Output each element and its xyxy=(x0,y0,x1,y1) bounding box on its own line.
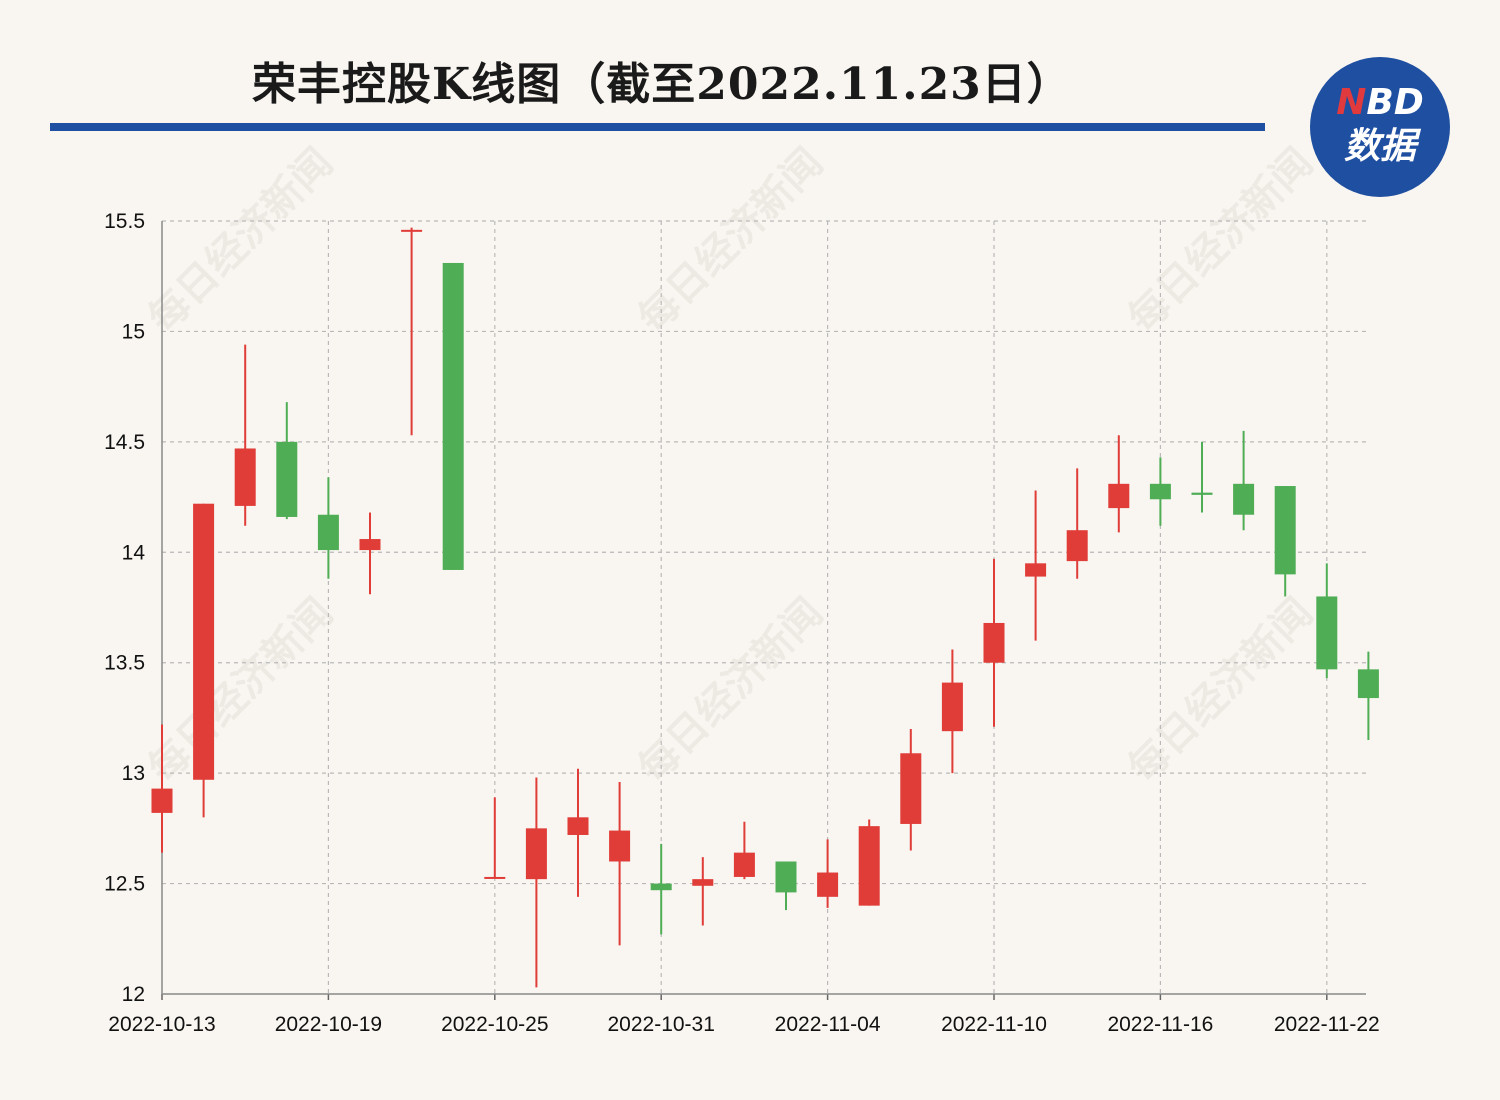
candle-2022-10-13 xyxy=(151,724,173,853)
candle-2022-10-24 xyxy=(442,262,464,570)
x-tick-label: 2022-11-16 xyxy=(1107,1013,1213,1036)
candle-body xyxy=(900,753,922,824)
candle-body xyxy=(858,826,880,906)
y-tick-label: 14.5 xyxy=(104,431,145,454)
watermark-text: 每日经济新闻 xyxy=(1120,590,1322,792)
candle-body xyxy=(276,441,298,517)
y-tick-label: 12.5 xyxy=(104,873,145,896)
candle-2022-10-18 xyxy=(276,402,298,520)
y-tick-label: 14 xyxy=(122,541,146,564)
candle-2022-10-20 xyxy=(359,512,381,595)
candle-body xyxy=(1233,483,1255,515)
candle-2022-10-19 xyxy=(317,477,339,579)
candle-body xyxy=(941,682,963,732)
candle-2022-11-09 xyxy=(941,649,963,774)
candle-body xyxy=(650,883,672,891)
x-tick-label: 2022-11-10 xyxy=(941,1013,1047,1036)
y-tick-label: 13.5 xyxy=(104,652,145,675)
candle-body xyxy=(401,229,423,232)
candle-body xyxy=(1274,486,1296,575)
watermark-text: 每日经济新闻 xyxy=(1120,140,1322,342)
candles-layer xyxy=(151,227,1379,988)
candle-2022-11-07 xyxy=(858,819,880,906)
candle-body xyxy=(234,448,256,506)
candle-body xyxy=(525,828,547,880)
candle-2022-10-21 xyxy=(401,227,423,436)
candle-2022-11-03 xyxy=(775,861,797,911)
candle-2022-10-14 xyxy=(193,503,215,818)
logo-letter-n: N xyxy=(1336,82,1367,123)
candle-2022-10-26 xyxy=(525,777,547,988)
candle-body xyxy=(692,879,714,886)
y-tick-label: 15.5 xyxy=(104,210,145,233)
x-tick-label: 2022-10-19 xyxy=(275,1013,382,1036)
candle-2022-10-28 xyxy=(609,781,631,946)
candle-2022-11-15 xyxy=(1108,435,1130,533)
candle-2022-11-22 xyxy=(1316,563,1338,679)
title-underline xyxy=(50,123,1265,131)
logo-line-1: NBD xyxy=(1310,83,1450,123)
candle-2022-10-25 xyxy=(484,797,506,879)
y-tick-label: 13 xyxy=(122,762,145,785)
candle-2022-10-31 xyxy=(650,843,672,935)
candle-2022-10-17 xyxy=(234,344,256,526)
page-title: 荣丰控股K线图（截至2022.11.23日） xyxy=(252,59,1072,110)
candle-body xyxy=(1066,530,1088,562)
x-tick-label: 2022-11-04 xyxy=(775,1013,881,1036)
y-tick-label: 15 xyxy=(122,320,145,343)
candle-body xyxy=(567,817,589,835)
candle-2022-10-27 xyxy=(567,768,589,897)
candle-body xyxy=(193,503,215,780)
watermark-text: 每日经济新闻 xyxy=(140,140,342,342)
candle-body xyxy=(1191,492,1213,495)
candle-body xyxy=(817,872,839,897)
watermark-text: 每日经济新闻 xyxy=(140,590,342,792)
candle-2022-11-18 xyxy=(1233,430,1255,531)
candle-body xyxy=(1149,483,1171,500)
x-tick-label: 2022-10-13 xyxy=(108,1013,215,1036)
candle-2022-11-04 xyxy=(817,839,839,908)
candle-body xyxy=(1108,483,1130,509)
candle-body xyxy=(609,830,631,862)
nbd-logo: NBD 数据 xyxy=(1310,57,1450,197)
candle-body xyxy=(1316,596,1338,670)
x-tick-label: 2022-10-25 xyxy=(441,1013,548,1036)
candle-2022-11-21 xyxy=(1274,486,1296,597)
candle-body xyxy=(151,788,173,813)
candle-body xyxy=(733,852,755,877)
candle-body xyxy=(359,539,381,551)
axes-layer: 12 12.5 13 13.5 14 14.5 15 15.5 2022-10-13 2022-1… xyxy=(104,210,1380,1036)
watermark-text: 每日经济新闻 xyxy=(630,590,832,792)
candle-2022-11-01 xyxy=(692,857,714,926)
candle-body xyxy=(1357,669,1379,699)
watermark-text: 每日经济新闻 xyxy=(630,140,832,342)
y-tick-label: 12 xyxy=(122,983,145,1006)
x-tick-label: 2022-10-31 xyxy=(607,1013,714,1036)
logo-letters-bd: BD xyxy=(1366,82,1424,123)
x-tick-label: 2022-11-22 xyxy=(1274,1013,1380,1036)
candle-2022-11-16 xyxy=(1149,457,1171,526)
candle-body xyxy=(775,861,797,893)
grid-layer xyxy=(162,220,1366,994)
candle-body xyxy=(484,876,506,879)
candle-body xyxy=(442,262,464,570)
candle-2022-11-11 xyxy=(1025,490,1047,641)
candle-2022-11-23 xyxy=(1357,651,1379,741)
candle-body xyxy=(317,514,339,551)
candle-2022-11-17 xyxy=(1191,441,1213,513)
logo-line-2: 数据 xyxy=(1343,126,1416,167)
candle-body xyxy=(983,622,1005,663)
candle-2022-11-10 xyxy=(983,558,1005,727)
candle-2022-11-08 xyxy=(900,728,922,851)
candle-body xyxy=(1025,563,1047,577)
candle-2022-11-14 xyxy=(1066,468,1088,579)
candle-2022-11-02 xyxy=(733,821,755,880)
